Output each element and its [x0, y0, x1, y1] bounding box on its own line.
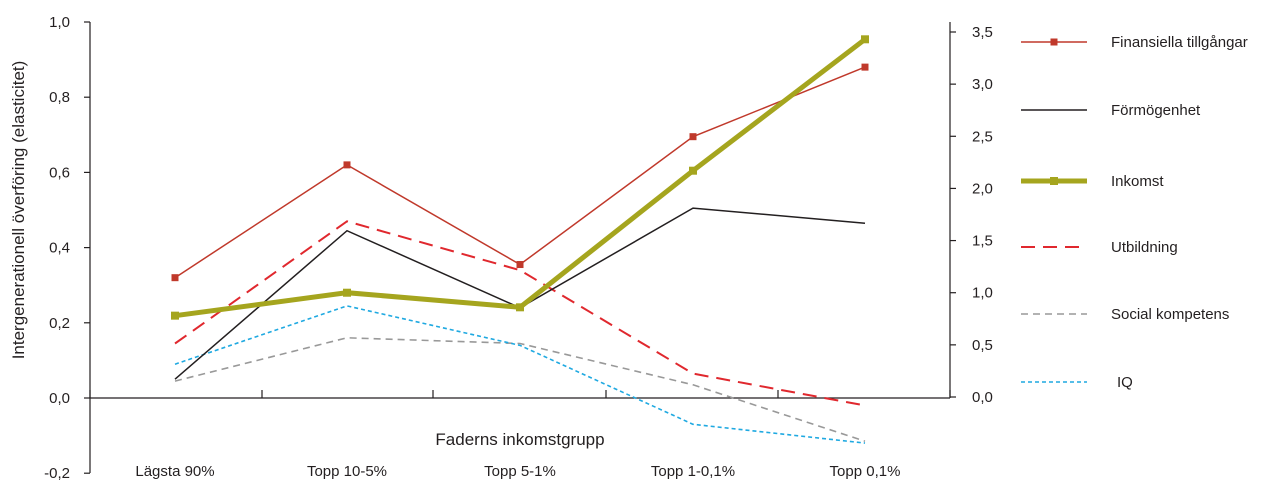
data-point-inkomst: [171, 311, 179, 320]
legend: Finansiella tillgångar Förmögenhet Inkomst…: [1021, 34, 1248, 391]
left-axis-ticks: 1,0 0,8 0,6 0,4 0,2 0,0 -0,2: [44, 14, 90, 482]
legend-marker-inkomst: [1050, 177, 1058, 185]
right-tick-label: 3,5: [972, 24, 993, 41]
legend-marker-finansiella-tillg-ngar: [1050, 38, 1058, 46]
legend-label-utbildning: Utbildning: [1111, 239, 1178, 256]
x-tick-label: Topp 5-1%: [484, 463, 556, 480]
data-point-finansiella-tillg-ngar: [861, 63, 869, 71]
left-tick-label: 0,6: [49, 164, 70, 181]
right-tick-label: 1,0: [972, 285, 993, 302]
series-line-iq: [174, 305, 866, 444]
series-line-finansiella-tillg-ngar: [174, 66, 866, 279]
legend-label-inkomst: Inkomst: [1111, 173, 1164, 190]
right-tick-label: 0,5: [972, 337, 993, 354]
data-point-inkomst: [689, 166, 697, 175]
right-tick-label: 1,5: [972, 233, 993, 250]
x-axis-title: Faderns inkomstgrupp: [435, 430, 604, 449]
data-point-finansiella-tillg-ngar: [171, 274, 179, 282]
right-tick-label: 0,0: [972, 389, 993, 406]
left-tick-label: -0,2: [44, 465, 70, 482]
left-tick-label: 0,8: [49, 89, 70, 106]
right-tick-label: 2,5: [972, 128, 993, 145]
series-line-social-kompetens: [174, 336, 866, 442]
x-tick-label: Topp 0,1%: [830, 463, 901, 480]
legend-label-finansiella-tillg-ngar: Finansiella tillgångar: [1111, 34, 1248, 51]
left-tick-label: 0,0: [49, 390, 70, 407]
x-tick-label: Topp 1-0,1%: [651, 463, 735, 480]
x-tick-label: Lägsta 90%: [135, 463, 214, 480]
data-point-finansiella-tillg-ngar: [516, 261, 524, 269]
legend-label-iq: IQ: [1117, 374, 1133, 391]
left-tick-label: 1,0: [49, 14, 70, 31]
left-tick-label: 0,2: [49, 315, 70, 332]
series-line-inkomst: [174, 37, 867, 319]
y-axis-title: Intergenerationell överföring (elasticit…: [9, 61, 28, 360]
data-point-finansiella-tillg-ngar: [689, 133, 697, 141]
left-tick-label: 0,4: [49, 240, 70, 257]
legend-label-social-kompetens: Social kompetens: [1111, 306, 1229, 323]
data-point-inkomst: [516, 303, 524, 312]
series-line-f-rm-genhet: [174, 207, 866, 380]
series-line-utbildning: [174, 220, 866, 407]
legend-label-f-rm-genhet: Förmögenhet: [1111, 102, 1201, 119]
right-tick-label: 2,0: [972, 180, 993, 197]
data-point-finansiella-tillg-ngar: [343, 161, 351, 169]
right-axis-ticks: 3,5 3,0 2,5 2,0 1,5 1,0 0,5 0,0: [950, 24, 993, 406]
series-layer: [171, 35, 869, 444]
x-tick-label: Topp 10-5%: [307, 463, 387, 480]
data-point-inkomst: [343, 288, 351, 297]
x-axis-ticks: Lägsta 90% Topp 10-5% Topp 5-1% Topp 1-0,1%…: [89, 390, 951, 480]
data-point-inkomst: [861, 35, 869, 44]
right-tick-label: 3,0: [972, 76, 993, 93]
